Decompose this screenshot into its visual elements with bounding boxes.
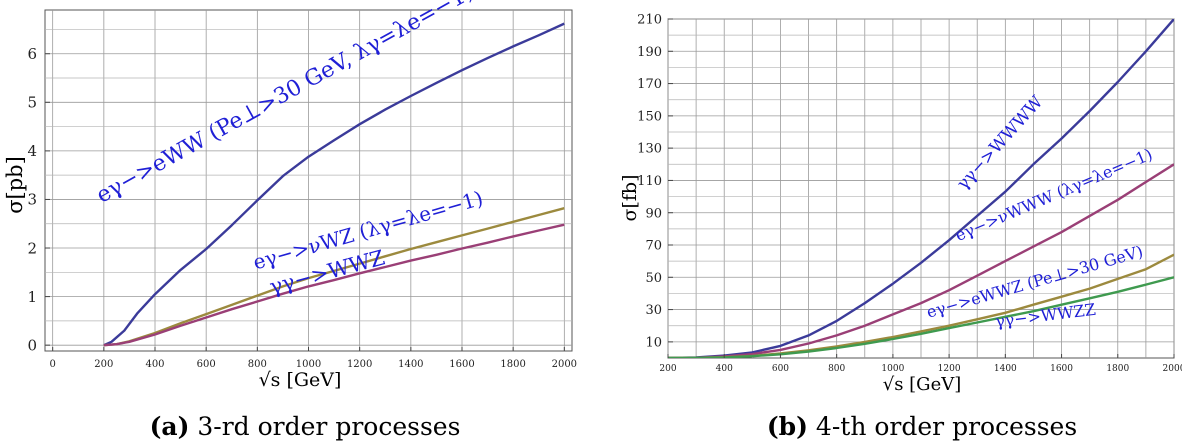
x-tick-label: 1200: [938, 364, 961, 374]
y-tick-label: 50: [645, 271, 662, 286]
x-tick-label: 1400: [398, 359, 423, 370]
x-tick-label: 2000: [552, 359, 577, 370]
y-tick-label: 210: [637, 13, 662, 28]
panel-b-ticks: 200 400 600 800 1000 1200 1400 1600 1800 2000 10 30…: [637, 13, 1182, 374]
panel-b-ylabel: σ[fb]: [619, 175, 641, 222]
x-tick-label: 1600: [1050, 364, 1073, 374]
series-line: [103, 207, 565, 347]
panel-b-caption: (b) 4-th order processes: [767, 412, 1077, 441]
y-tick-label: 10: [645, 335, 662, 350]
panel-b-caption-text: 4-th order processes: [816, 412, 1077, 441]
y-tick-label: 170: [637, 77, 662, 92]
panel-a-xlabel: √s [GeV]: [259, 369, 342, 391]
x-tick-label: 200: [659, 364, 676, 374]
panel-b-caption-tag: (b): [767, 412, 808, 441]
series-line: [103, 223, 565, 347]
panel-a-ticks: 0 200 400 600 800 1000 1200 1400 1600 1800 2000 0 1 2…: [27, 45, 577, 370]
x-tick-label: 1800: [1106, 364, 1129, 374]
x-tick-label: 800: [248, 359, 267, 370]
x-tick-label: 800: [828, 364, 845, 374]
x-tick-label: 2000: [1163, 364, 1182, 374]
x-tick-label: 600: [772, 364, 789, 374]
y-tick-label: 90: [645, 206, 662, 221]
y-tick-label: 30: [645, 303, 662, 318]
panel-b: 200 400 600 800 1000 1200 1400 1600 1800 2000 10 30…: [619, 13, 1182, 441]
x-tick-label: 1000: [881, 364, 904, 374]
y-tick-label: 1: [27, 288, 37, 306]
y-tick-label: 4: [27, 142, 37, 160]
y-tick-label: 3: [27, 191, 37, 209]
panel-a-caption-text: 3-rd order processes: [197, 412, 460, 441]
y-tick-label: 130: [637, 142, 662, 157]
x-tick-label: 1000: [296, 359, 321, 370]
x-tick-label: 600: [197, 359, 216, 370]
x-tick-label: 1200: [347, 359, 372, 370]
series-line: [668, 276, 1174, 358]
series-line: [103, 22, 565, 347]
x-tick-label: 400: [145, 359, 164, 370]
panel-a-grid: [45, 10, 572, 351]
panel-b-grid: [667, 18, 1175, 358]
y-tick-label: 5: [27, 94, 37, 112]
panel-a: 0 200 400 600 800 1000 1200 1400 1600 1800 2000 0 1 2…: [3, 0, 577, 441]
panel-a-series: [103, 22, 565, 347]
panel-b-xlabel: √s [GeV]: [883, 374, 962, 395]
x-tick-label: 1600: [449, 359, 474, 370]
x-tick-label: 1400: [994, 364, 1017, 374]
series-line: [668, 163, 1174, 358]
y-tick-label: 110: [637, 174, 662, 189]
panel-a-ylabel: σ[pb]: [3, 156, 27, 214]
x-tick-label: 1800: [500, 359, 525, 370]
x-tick-label: 400: [716, 364, 733, 374]
x-tick-label: 0: [49, 359, 55, 370]
panel-b-series: [668, 19, 1174, 358]
y-tick-label: 190: [637, 45, 662, 60]
y-tick-label: 2: [27, 239, 37, 257]
y-tick-label: 70: [645, 239, 662, 254]
panel-a-caption: (a) 3-rd order processes: [150, 412, 461, 441]
series-line: [668, 19, 1174, 358]
y-tick-label: 6: [27, 45, 37, 63]
x-tick-label: 200: [94, 359, 113, 370]
panel-a-caption-tag: (a): [150, 412, 190, 441]
y-tick-label: 0: [27, 336, 37, 354]
y-tick-label: 150: [637, 109, 662, 124]
